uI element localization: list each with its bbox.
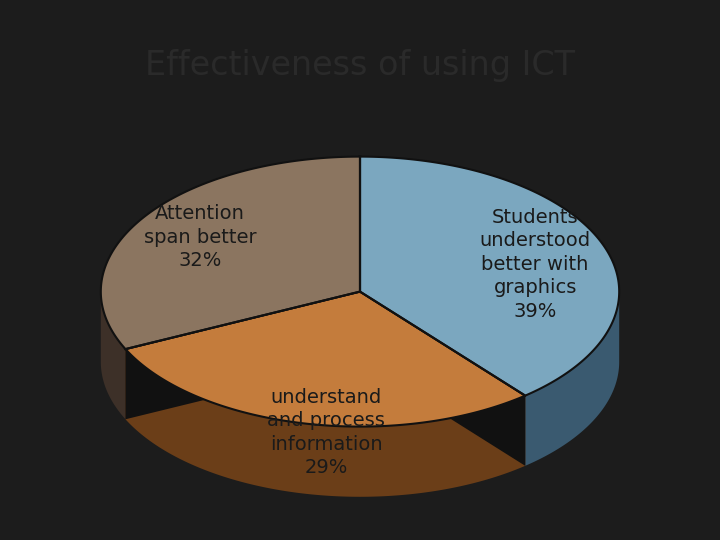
Text: Students
understood
better with
graphics
39%: Students understood better with graphics…: [480, 208, 590, 321]
Polygon shape: [125, 292, 360, 419]
Polygon shape: [525, 291, 619, 466]
Polygon shape: [125, 349, 525, 497]
Text: understand
and process
information
29%: understand and process information 29%: [267, 388, 385, 477]
Polygon shape: [125, 292, 525, 427]
Polygon shape: [360, 157, 619, 396]
Polygon shape: [101, 291, 125, 419]
Polygon shape: [360, 292, 525, 466]
Text: Attention
span better
32%: Attention span better 32%: [143, 205, 256, 271]
Polygon shape: [101, 157, 360, 349]
Text: Effectiveness of using ICT: Effectiveness of using ICT: [145, 49, 575, 82]
